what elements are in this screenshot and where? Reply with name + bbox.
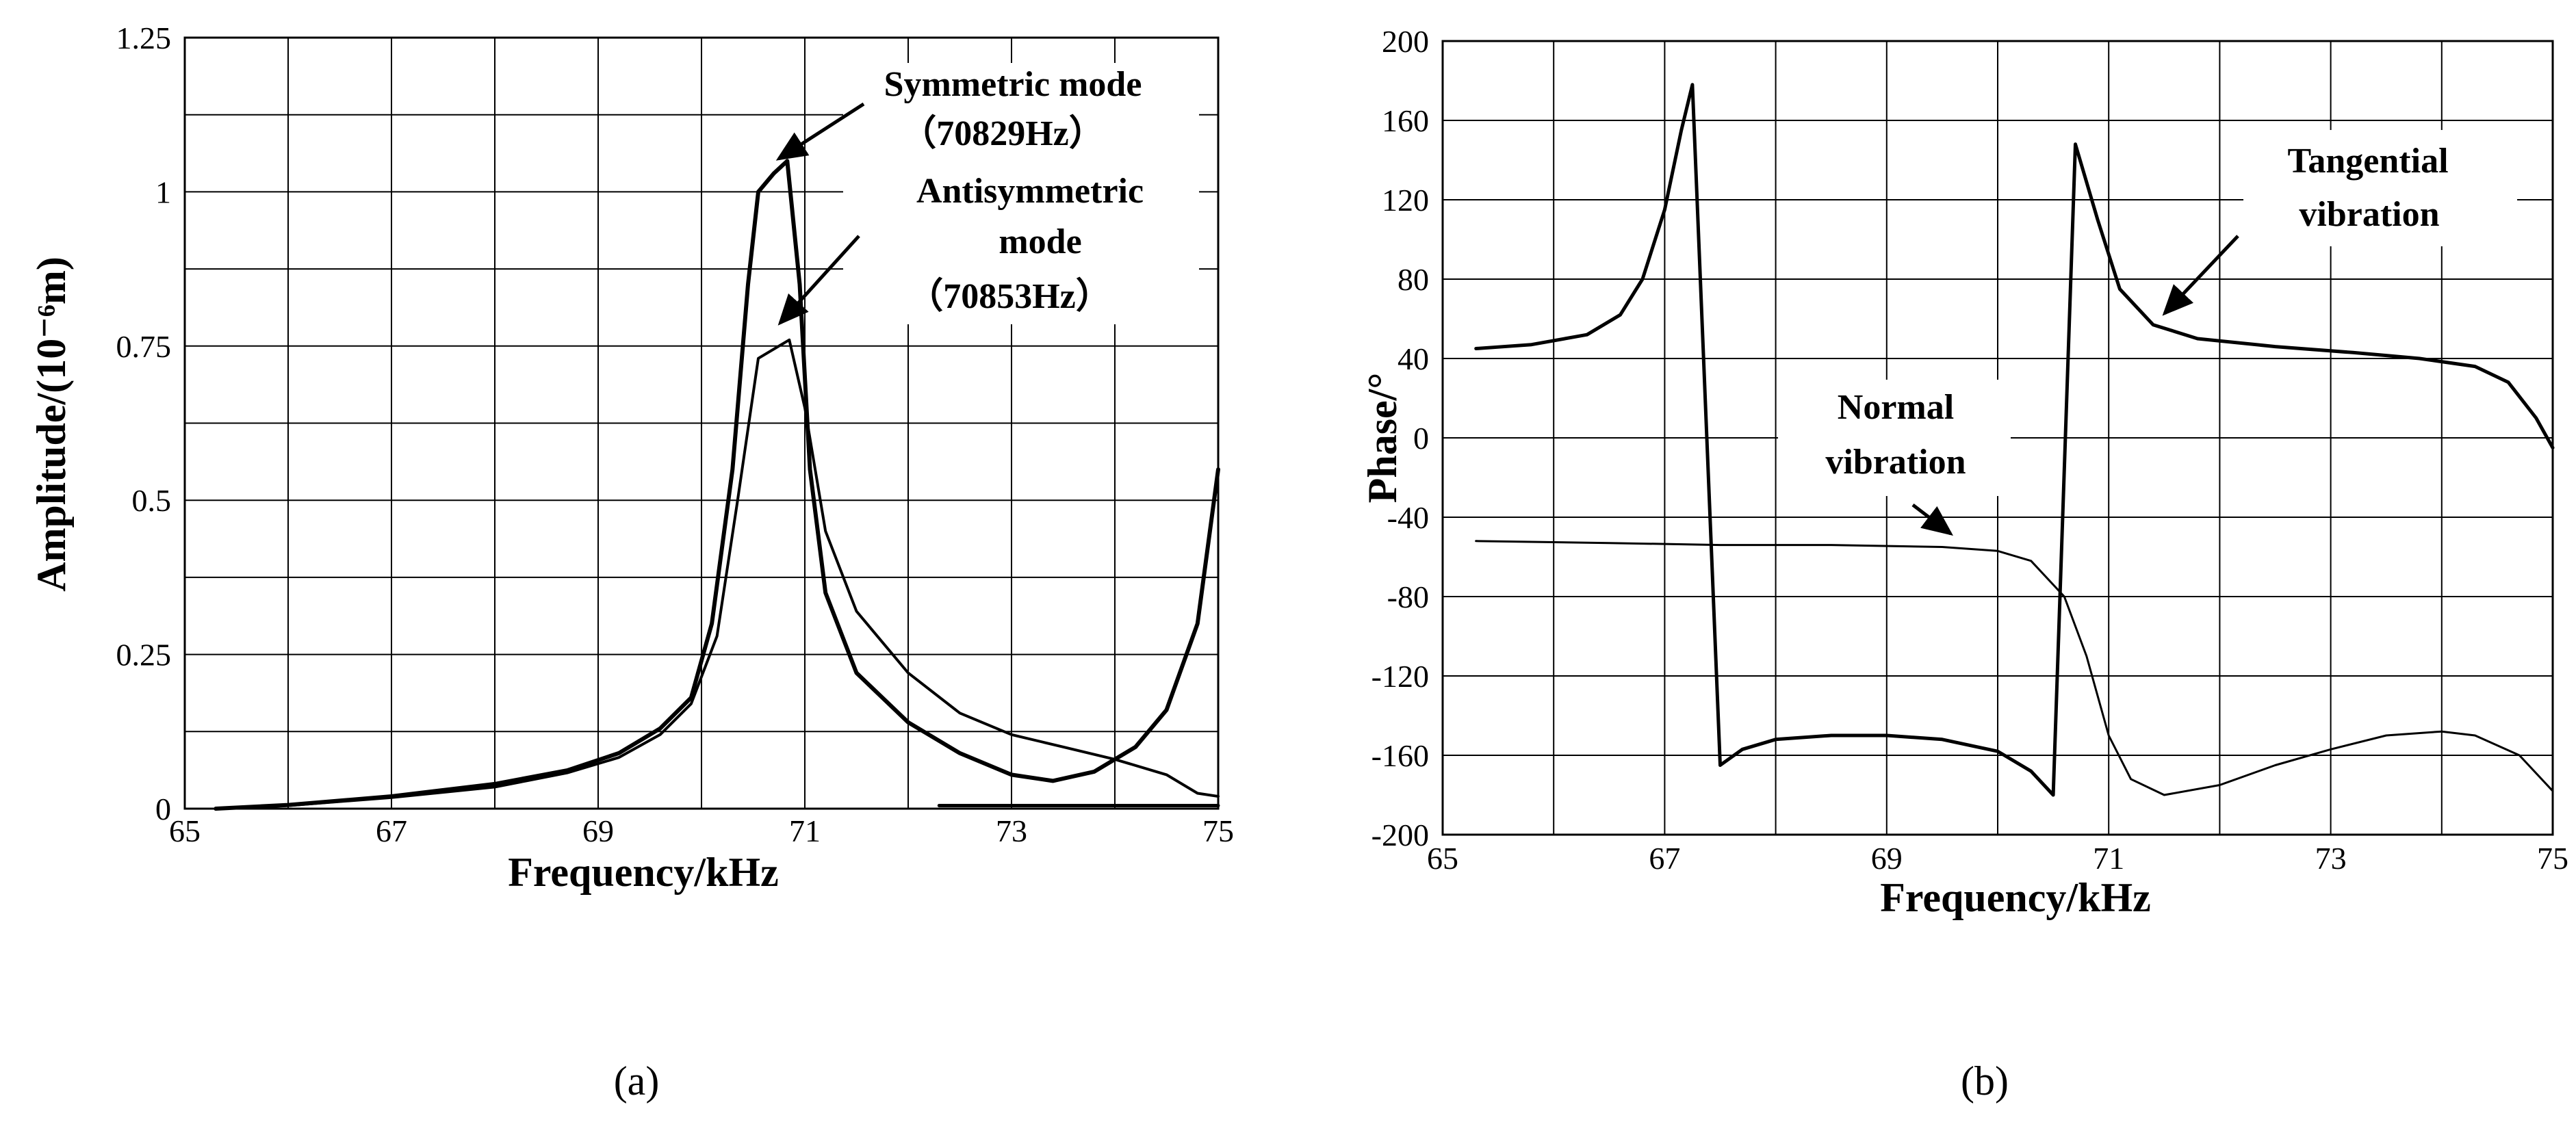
panel-b-x-tick-label: 73 xyxy=(2315,841,2347,876)
panel-b-y-tick-label: 0 xyxy=(1413,421,1429,456)
panel-b-label: (b) xyxy=(1961,1058,2009,1104)
panel-a-x-tick-labels: 65 67 69 71 73 75 xyxy=(169,813,1234,848)
panel-a-plot-frame xyxy=(183,36,1220,810)
panel-a-x-tick-label: 65 xyxy=(169,813,201,848)
panel-b-y-tick-label: -120 xyxy=(1371,659,1429,694)
panel-a-y-tick-label: 0.75 xyxy=(116,329,172,364)
panel-b-y-tick-label: 40 xyxy=(1398,341,1429,376)
panel-a-y-tick-label: 1.25 xyxy=(116,21,172,55)
annotation-symmetric-mode-arrow xyxy=(775,102,865,161)
annotation-normal-vibration-bg xyxy=(1778,380,2011,496)
panel-b-y-tick-label: -200 xyxy=(1371,818,1429,852)
panel-a-amplitude-chart: 0 0.25 0.5 0.75 1 1.25 65 67 69 71 73 75 Frequency… xyxy=(0,0,1259,1122)
panel-b-x-tick-label: 65 xyxy=(1427,841,1458,876)
panel-b-y-tick-label: -40 xyxy=(1387,500,1429,535)
panel-b-phase-chart: 200 160 120 80 40 0 -40 -80 -120 -160 -200 65 67 69 7… xyxy=(1360,24,2568,1104)
panel-b-y-tick-label: -160 xyxy=(1371,738,1429,773)
panel-b-x-axis-title: Frequency/kHz xyxy=(1880,875,2151,920)
annotation-antisymmetric-mode-line1: Antisymmetric xyxy=(916,172,1144,211)
annotation-symmetric-mode-line1: Symmetric mode xyxy=(884,65,1142,104)
panel-b-y-tick-label: 80 xyxy=(1398,262,1429,297)
panel-b-x-tick-labels: 65 67 69 71 73 75 xyxy=(1427,841,2568,876)
annotation-symmetric-mode-bg xyxy=(843,63,1199,166)
annotation-tangential-vibration-bg xyxy=(2243,130,2517,246)
panel-a-x-tick-label: 69 xyxy=(582,813,614,848)
annotation-antisymmetric-mode-arrow xyxy=(777,235,860,326)
panel-a-x-axis-title: Frequency/kHz xyxy=(508,850,779,895)
panel-b-x-tick-label: 67 xyxy=(1649,841,1680,876)
panel-a-x-tick-label: 71 xyxy=(789,813,821,848)
panel-b-y-axis-title: Phase/° xyxy=(1360,373,1405,504)
panel-a-y-tick-labels: 0 0.25 0.5 0.75 1 1.25 xyxy=(116,21,172,826)
annotation-tangential-vibration-arrow xyxy=(2162,235,2239,316)
panel-b-y-tick-label: -80 xyxy=(1387,579,1429,614)
panel-a-series-symmetric-mode xyxy=(214,159,1220,811)
annotation-normal-vibration-line2: vibration xyxy=(1825,443,1966,482)
panel-b-x-tick-label: 69 xyxy=(1871,841,1903,876)
annotation-antisymmetric-mode-line2: mode xyxy=(999,222,1081,261)
panel-a-y-tick-label: 1 xyxy=(155,174,171,209)
panel-b-y-tick-label: 200 xyxy=(1382,24,1429,59)
annotation-tangential-vibration-line2: vibration xyxy=(2299,195,2439,234)
panel-a-x-tick-label: 75 xyxy=(1202,813,1234,848)
panel-b-series-tangential-vibration xyxy=(1474,83,2555,797)
panel-a-series-antisymmetric-mode xyxy=(214,338,1220,810)
panel-a-x-tick-label: 73 xyxy=(996,813,1027,848)
panel-a-curves xyxy=(214,159,1220,811)
annotation-antisymmetric-mode-line3: （70853Hz） xyxy=(907,276,1111,316)
annotation-normal-vibration-arrow xyxy=(1911,504,1953,536)
panel-b-curves xyxy=(1474,83,2555,797)
annotation-normal-vibration-line1: Normal xyxy=(1838,388,1954,427)
panel-a-y-axis-title: Amplitude/(10⁻⁶m) xyxy=(29,257,74,592)
panel-a-y-tick-label: 0.25 xyxy=(116,638,172,673)
panel-b-y-tick-label: 160 xyxy=(1382,103,1429,138)
panel-b-series-normal-vibration xyxy=(1475,540,2554,796)
panel-a-label: (a) xyxy=(614,1058,660,1104)
panel-b-y-tick-label: 120 xyxy=(1382,183,1429,218)
panel-b-plot-frame xyxy=(1441,40,2554,836)
annotation-antisymmetric-mode-bg xyxy=(843,166,1199,324)
panel-b-x-tick-label: 71 xyxy=(2093,841,2124,876)
annotation-tangential-vibration-line1: Tangential xyxy=(2287,142,2448,181)
panel-b-x-tick-label: 75 xyxy=(2537,841,2568,876)
panel-a-y-tick-label: 0 xyxy=(155,792,171,826)
panel-a-x-tick-label: 67 xyxy=(376,813,407,848)
panel-a-y-tick-label: 0.5 xyxy=(132,483,172,518)
panel-b-y-tick-labels: 200 160 120 80 40 0 -40 -80 -120 -160 -200 xyxy=(1371,24,1429,852)
annotation-symmetric-mode-line2: （70829Hz） xyxy=(901,114,1105,153)
